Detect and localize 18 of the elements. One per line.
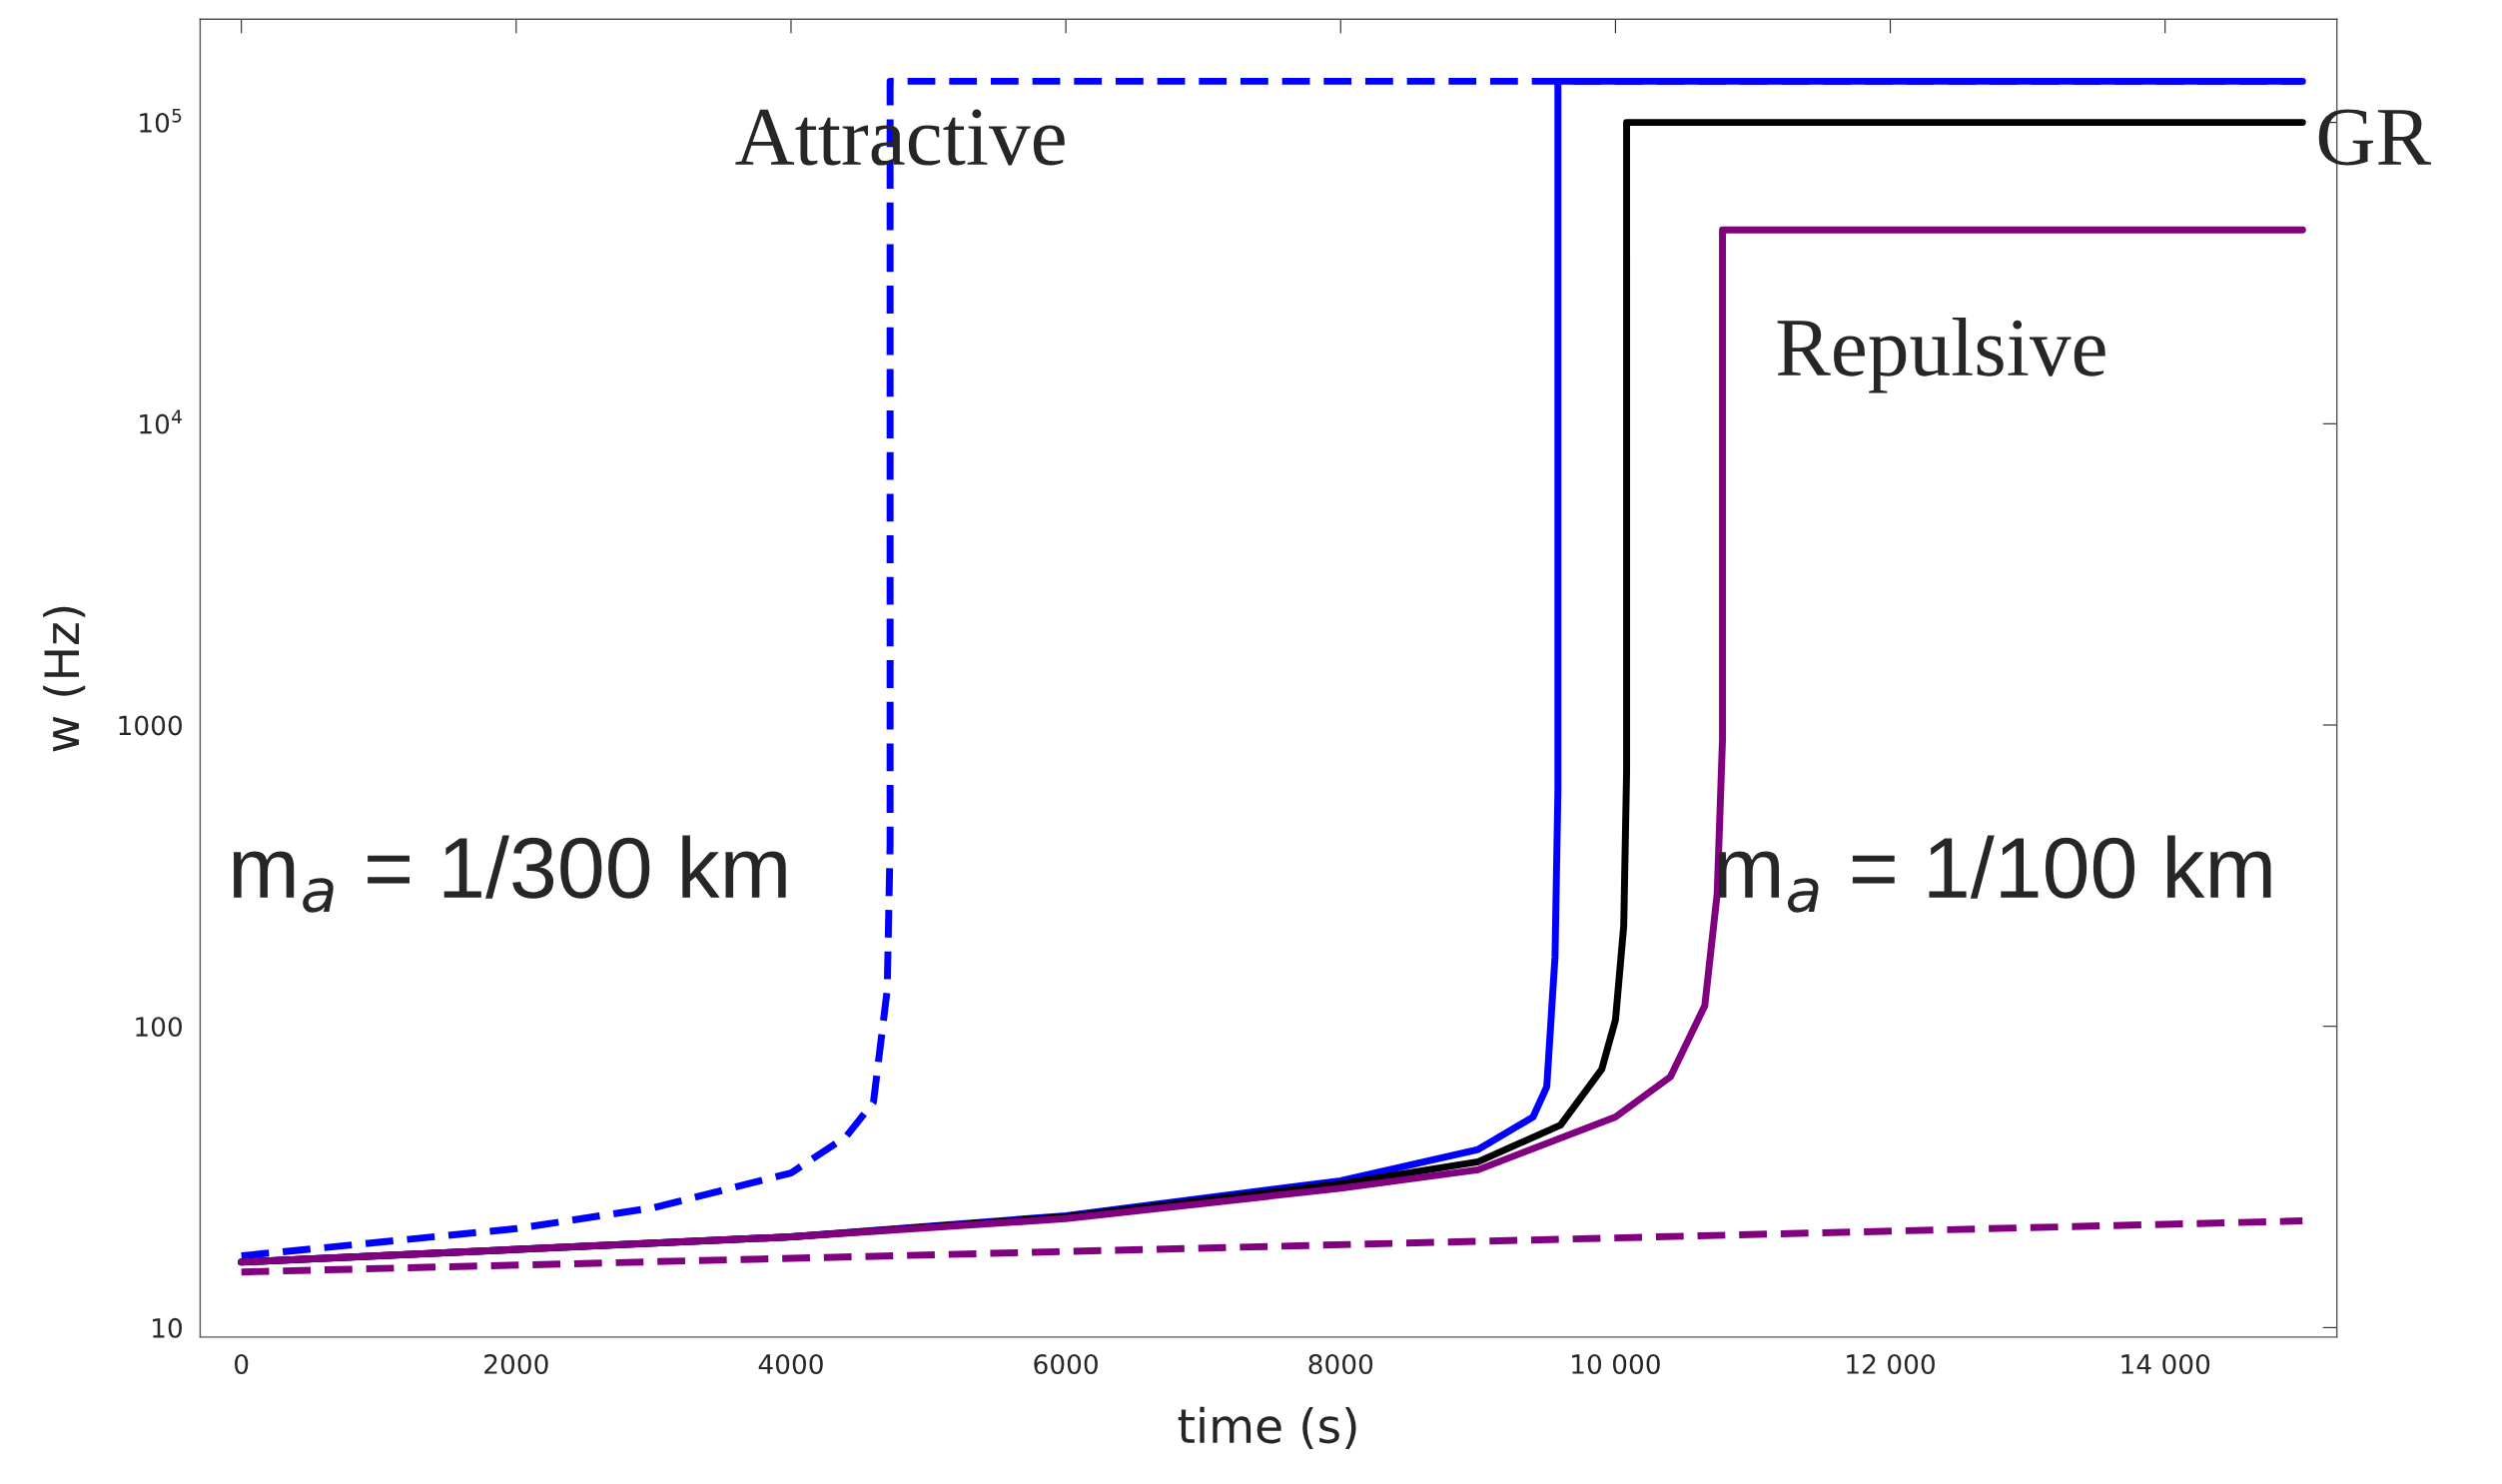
x-tick-label: 10 000	[1572, 1354, 1660, 1374]
x-tick-label: 2000	[484, 1354, 548, 1374]
y-tick-label: 10	[153, 1317, 182, 1338]
annotation: Attractive	[735, 109, 1065, 166]
y-axis-title: w (Hz)	[43, 606, 86, 752]
x-tick-label: 0	[235, 1354, 249, 1374]
annotation: m$_{a}$ = 1/300 km	[233, 835, 786, 913]
x-axis-title: time (s)	[1178, 1406, 1356, 1449]
x-tick-label: 12 000	[1847, 1354, 1935, 1374]
x-tick-label: 4000	[758, 1354, 823, 1374]
y-tick-label: 1000	[119, 715, 182, 736]
annotation: Repulsive	[1777, 318, 2105, 393]
y-tick-label: 100	[136, 1017, 182, 1038]
y-tick-label: 10$^{5}$	[140, 108, 182, 133]
x-tick-label: 8000	[1308, 1354, 1373, 1374]
x-tick-label: 14 000	[2121, 1354, 2210, 1374]
x-tick-label: 6000	[1034, 1354, 1098, 1374]
y-tick-label: 10$^{4}$	[140, 409, 182, 434]
